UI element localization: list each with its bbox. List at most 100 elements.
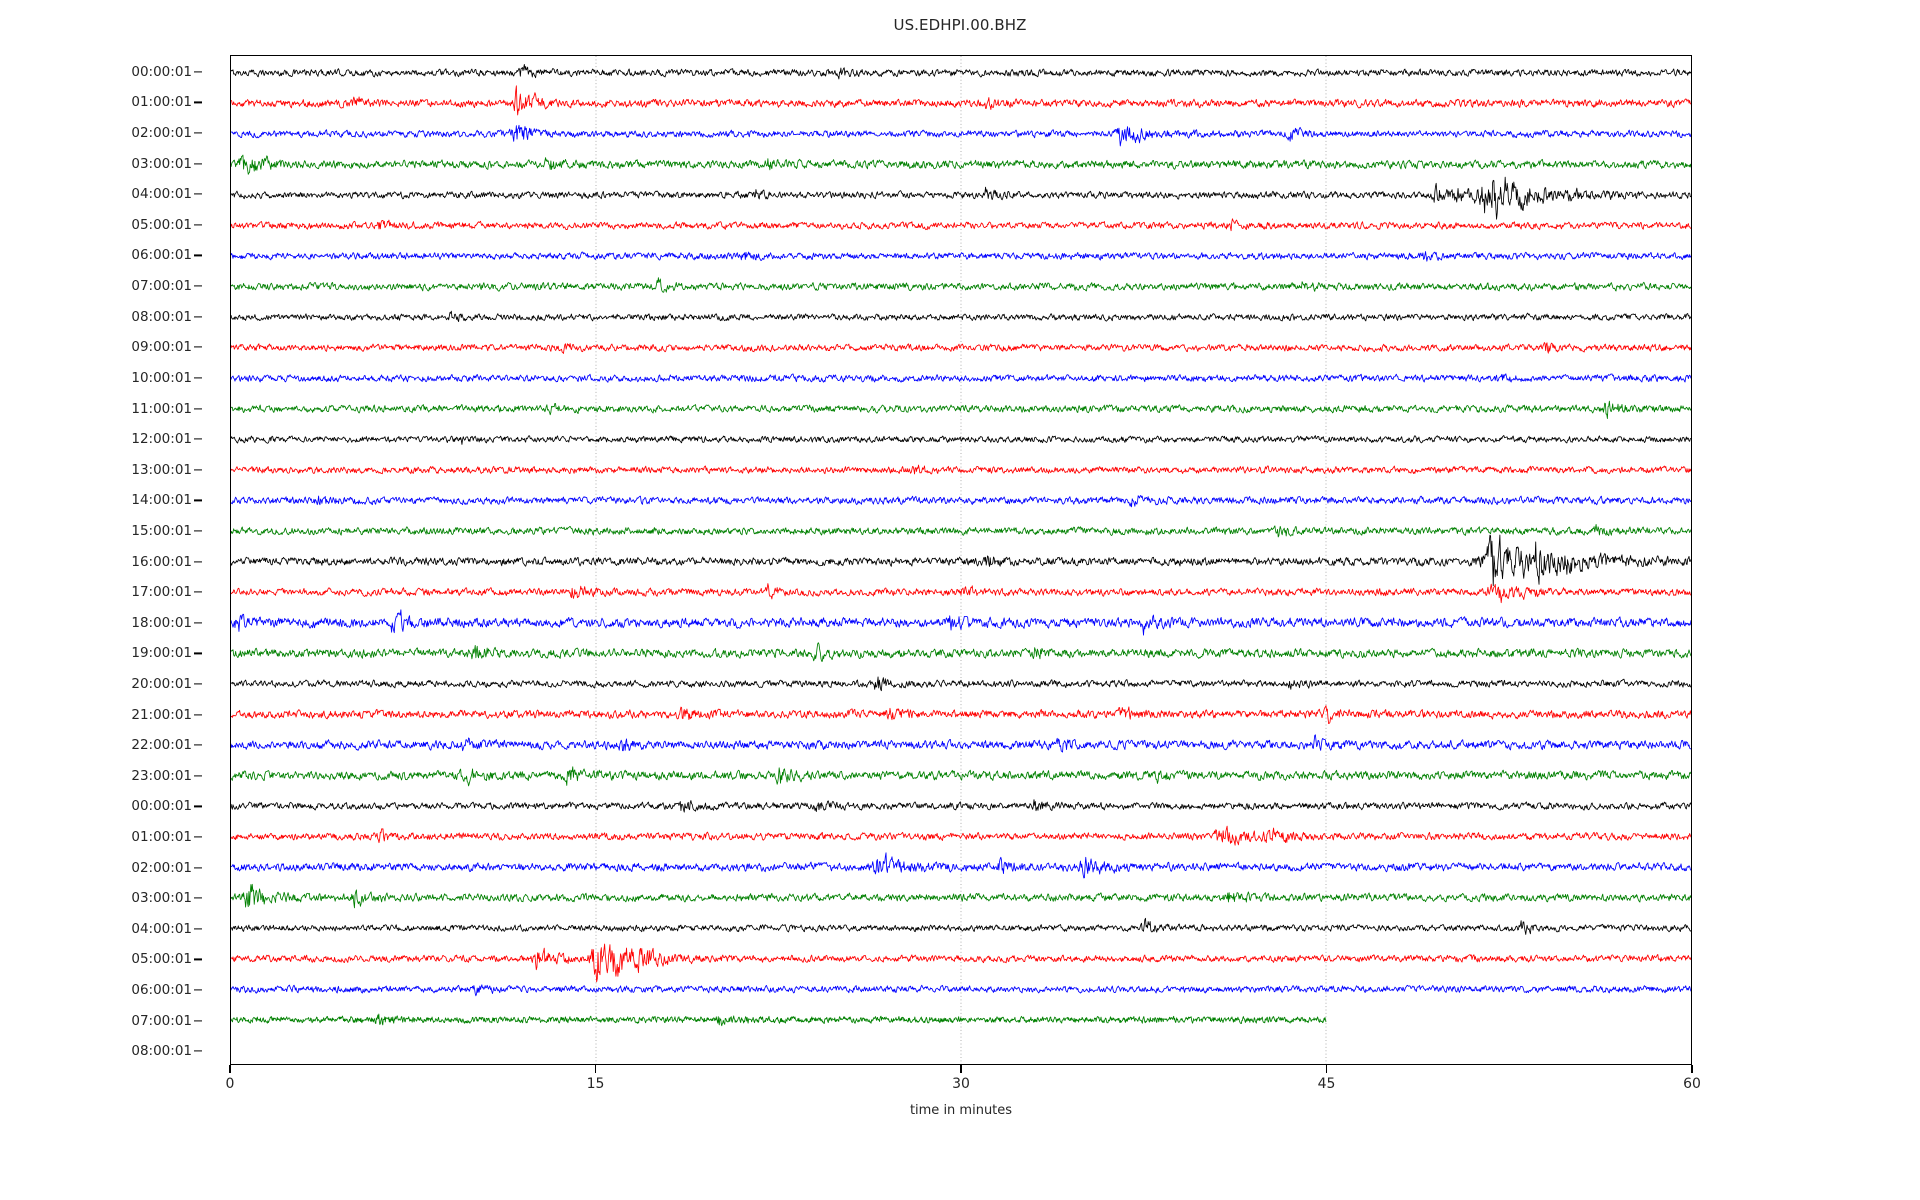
waveform-trace xyxy=(231,342,1691,354)
y-axis-tick-mark xyxy=(194,71,202,73)
waveform-trace xyxy=(231,825,1691,846)
waveform-trace xyxy=(231,799,1691,813)
waveform-trace xyxy=(231,883,1691,909)
y-axis-tick-mark xyxy=(194,530,202,532)
waveform-trace xyxy=(231,251,1691,262)
y-axis-tick-label: 00:00:01 xyxy=(131,63,192,80)
waveform-trace xyxy=(231,310,1691,323)
y-axis-tick-label: 05:00:01 xyxy=(131,951,192,968)
waveform-trace xyxy=(231,642,1691,662)
y-axis-tick-label: 17:00:01 xyxy=(131,584,192,601)
y-axis-tick-mark xyxy=(194,897,202,899)
y-axis-tick-label: 15:00:01 xyxy=(131,522,192,539)
waveform-trace xyxy=(231,676,1691,692)
waveform-trace xyxy=(231,766,1691,787)
waveform-trace xyxy=(231,583,1691,604)
y-axis-tick-mark xyxy=(194,989,202,991)
y-axis-tick-mark xyxy=(194,1050,202,1052)
waveform-trace xyxy=(231,984,1691,997)
waveform-trace xyxy=(231,124,1691,147)
y-axis-tick-label: 09:00:01 xyxy=(131,339,192,356)
y-axis-tick-label: 06:00:01 xyxy=(131,982,192,998)
y-axis-tick-mark xyxy=(194,407,202,410)
waveform-trace xyxy=(231,373,1691,383)
waveform-trace xyxy=(231,154,1691,175)
waveform-trace xyxy=(231,435,1691,445)
plot-area xyxy=(230,55,1692,1065)
x-axis-tick-layer: 0 15 30 45 60 xyxy=(226,1065,1701,1105)
y-axis-tick-mark xyxy=(194,224,202,226)
y-axis-tick-label: 21:00:01 xyxy=(131,706,192,723)
y-axis-tick-label: 08:00:01 xyxy=(131,1043,192,1060)
waveform-trace xyxy=(231,524,1691,538)
y-axis-tick-mark xyxy=(194,499,202,501)
y-axis-tick-label: 08:00:01 xyxy=(131,308,192,325)
waveform-trace xyxy=(231,464,1691,475)
y-axis-tick-mark xyxy=(194,775,202,777)
waveform-trace xyxy=(231,1013,1327,1027)
waveform-trace xyxy=(231,63,1691,80)
y-axis-tick-mark xyxy=(194,805,202,807)
x-axis-tick-label: 45 xyxy=(1317,1076,1336,1092)
y-axis-tick-mark xyxy=(194,622,202,624)
x-axis-tick-mark xyxy=(1325,1065,1328,1073)
y-axis-tick-mark xyxy=(194,713,202,716)
waveform-traces xyxy=(231,56,1691,1064)
waveform-trace xyxy=(231,400,1691,420)
y-axis-tick-mark xyxy=(194,377,202,379)
y-axis-tick-label: 11:00:01 xyxy=(131,400,192,417)
x-axis-tick-label: 15 xyxy=(586,1076,605,1092)
y-axis-tick-label: 19:00:01 xyxy=(131,645,192,662)
y-axis-tick-mark xyxy=(194,193,202,195)
y-axis-tick-label: 22:00:01 xyxy=(131,737,192,754)
y-axis-tick-mark xyxy=(194,928,202,930)
y-axis-tick-mark xyxy=(194,438,202,440)
y-axis-tick-mark xyxy=(194,591,202,593)
x-axis-tick-mark xyxy=(960,1065,962,1073)
y-axis-tick-mark xyxy=(194,1020,202,1022)
y-axis-tick-label: 03:00:01 xyxy=(131,890,192,907)
y-axis-tick-label: 01:00:01 xyxy=(131,94,192,111)
waveform-trace xyxy=(231,734,1691,753)
y-axis-tick-mark xyxy=(194,652,202,654)
y-axis-tick-label: 04:00:01 xyxy=(131,920,192,937)
y-axis-tick-label: 01:00:01 xyxy=(131,828,192,845)
y-axis-tick-label: 02:00:01 xyxy=(131,859,192,876)
waveform-trace xyxy=(231,943,1691,983)
y-axis-tick-label: 12:00:01 xyxy=(131,431,192,448)
x-axis-tick-mark xyxy=(594,1065,597,1073)
y-axis-tick-label: 02:00:01 xyxy=(131,125,192,142)
y-axis-tick-mark xyxy=(194,683,202,685)
x-axis-tick-label: 30 xyxy=(952,1076,970,1092)
waveform-trace xyxy=(231,609,1691,636)
x-axis-label: time in minutes xyxy=(909,1103,1013,1118)
waveform-trace xyxy=(231,277,1691,293)
x-axis-tick-label: 60 xyxy=(1683,1076,1701,1092)
waveform-trace xyxy=(231,495,1691,508)
y-axis-tick-mark xyxy=(194,163,202,165)
y-axis-tick-label: 16:00:01 xyxy=(131,553,192,570)
y-axis-tick-mark xyxy=(194,866,202,869)
x-axis-tick-label: 0 xyxy=(225,1076,235,1092)
waveform-trace xyxy=(231,176,1691,220)
y-axis-tick-mark xyxy=(194,101,202,104)
y-axis-tick-label: 00:00:01 xyxy=(131,798,192,815)
y-axis-tick-layer: 00:00:01 01:00:01 02:00:01 03:00:01 04:00:01… xyxy=(0,55,230,1065)
waveform-trace xyxy=(231,705,1691,725)
y-axis-tick-label: 07:00:01 xyxy=(131,278,192,295)
y-axis-tick-label: 07:00:01 xyxy=(131,1012,192,1029)
chart-title: US.EDHPI.00.BHZ xyxy=(893,16,1027,34)
y-axis-tick-mark xyxy=(194,316,202,318)
y-axis-tick-label: 10:00:01 xyxy=(131,369,192,386)
y-axis-tick-mark xyxy=(194,469,202,471)
y-axis-tick-label: 14:00:01 xyxy=(131,492,192,509)
waveform-trace xyxy=(231,534,1691,587)
waveform-trace xyxy=(231,85,1691,116)
y-axis-tick-label: 04:00:01 xyxy=(131,186,192,203)
waveform-trace xyxy=(231,917,1691,935)
y-axis-tick-mark xyxy=(194,744,202,746)
y-axis-tick-label: 18:00:01 xyxy=(131,614,192,631)
y-axis-tick-label: 06:00:01 xyxy=(131,247,192,264)
x-axis-tick-mark xyxy=(229,1065,231,1073)
